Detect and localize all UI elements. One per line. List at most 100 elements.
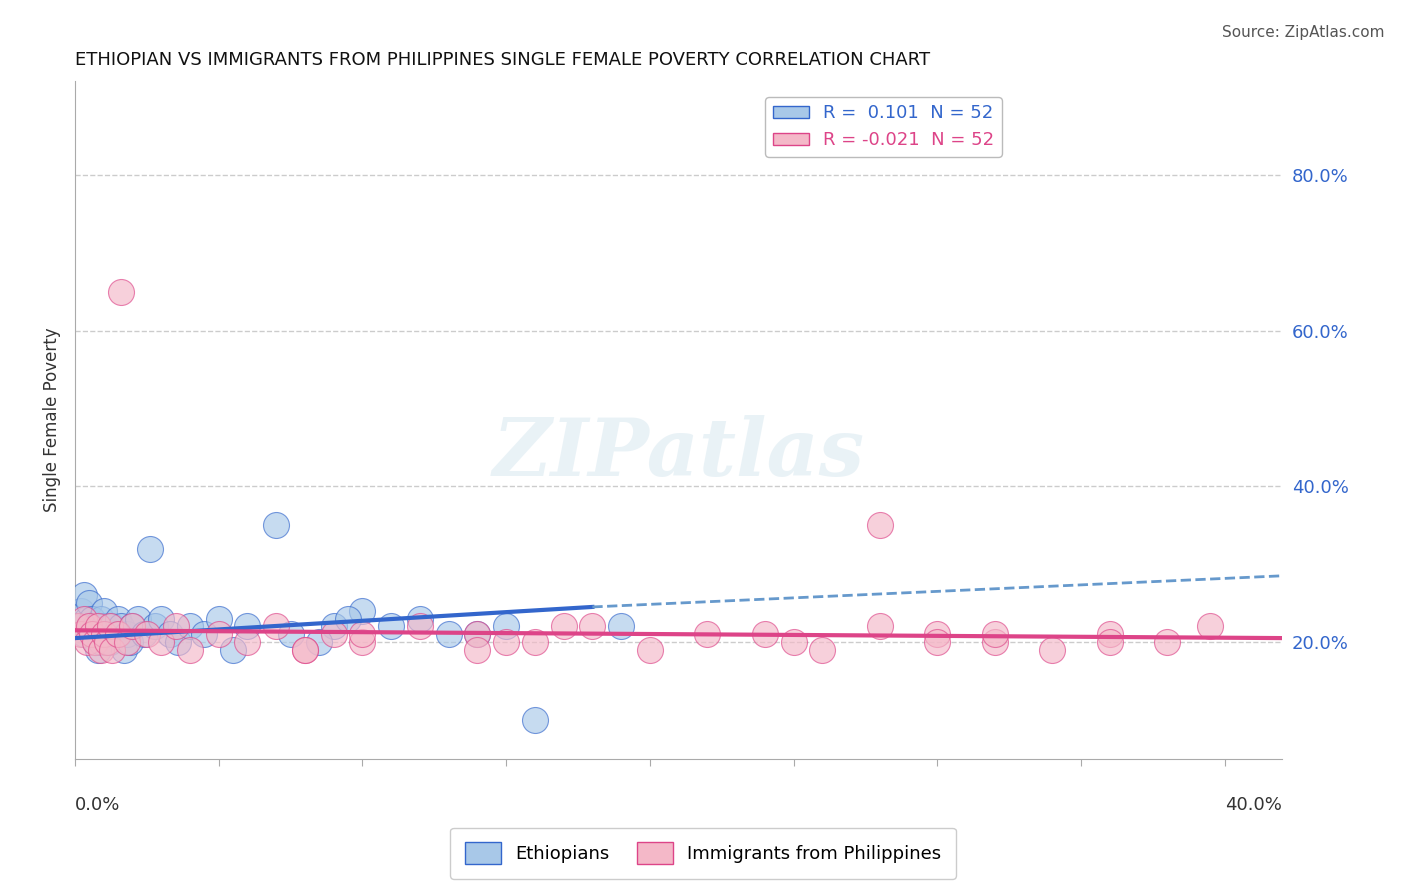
Point xyxy=(139,541,162,556)
Point xyxy=(553,619,575,633)
Legend: R =  0.101  N = 52, R = -0.021  N = 52: R = 0.101 N = 52, R = -0.021 N = 52 xyxy=(765,97,1001,157)
Point xyxy=(308,635,330,649)
Point xyxy=(87,627,110,641)
Point xyxy=(696,627,718,641)
Point xyxy=(145,619,167,633)
Point xyxy=(101,642,124,657)
Y-axis label: Single Female Poverty: Single Female Poverty xyxy=(44,327,60,512)
Point xyxy=(495,619,517,633)
Point xyxy=(118,635,141,649)
Point xyxy=(754,627,776,641)
Point xyxy=(437,627,460,641)
Point xyxy=(467,627,489,641)
Point xyxy=(495,635,517,649)
Point xyxy=(98,619,121,633)
Point xyxy=(869,619,891,633)
Point xyxy=(1098,627,1121,641)
Point xyxy=(84,635,107,649)
Point xyxy=(523,713,546,727)
Point xyxy=(523,635,546,649)
Point xyxy=(869,518,891,533)
Point xyxy=(264,619,287,633)
Point xyxy=(159,627,181,641)
Point xyxy=(337,612,360,626)
Point xyxy=(84,635,107,649)
Point xyxy=(1156,635,1178,649)
Point xyxy=(467,642,489,657)
Point xyxy=(167,635,190,649)
Point xyxy=(236,635,259,649)
Point xyxy=(112,642,135,657)
Point xyxy=(409,619,432,633)
Point xyxy=(72,588,94,602)
Point xyxy=(90,642,112,657)
Point xyxy=(115,627,138,641)
Point xyxy=(87,619,110,633)
Point xyxy=(96,635,118,649)
Text: ETHIOPIAN VS IMMIGRANTS FROM PHILIPPINES SINGLE FEMALE POVERTY CORRELATION CHART: ETHIOPIAN VS IMMIGRANTS FROM PHILIPPINES… xyxy=(75,51,931,69)
Point xyxy=(127,612,149,626)
Point xyxy=(69,604,91,618)
Point xyxy=(193,627,215,641)
Point xyxy=(1098,635,1121,649)
Point xyxy=(121,619,143,633)
Point xyxy=(82,627,104,641)
Point xyxy=(107,612,129,626)
Point xyxy=(782,635,804,649)
Point xyxy=(96,627,118,641)
Point xyxy=(104,627,127,641)
Point xyxy=(352,627,374,641)
Point xyxy=(101,619,124,633)
Point xyxy=(280,627,302,641)
Point xyxy=(135,627,157,641)
Point xyxy=(76,612,98,626)
Point xyxy=(93,627,115,641)
Point xyxy=(638,642,661,657)
Point xyxy=(150,635,173,649)
Point xyxy=(82,627,104,641)
Point xyxy=(121,619,143,633)
Point xyxy=(79,619,101,633)
Point xyxy=(110,619,132,633)
Point xyxy=(294,642,316,657)
Point xyxy=(79,596,101,610)
Point xyxy=(322,619,344,633)
Point xyxy=(927,627,949,641)
Point xyxy=(179,619,201,633)
Point xyxy=(110,285,132,299)
Point xyxy=(150,612,173,626)
Point xyxy=(352,604,374,618)
Point xyxy=(581,619,603,633)
Point xyxy=(132,627,155,641)
Point xyxy=(66,619,89,633)
Point xyxy=(811,642,834,657)
Legend: Ethiopians, Immigrants from Philippines: Ethiopians, Immigrants from Philippines xyxy=(450,828,956,879)
Point xyxy=(222,642,245,657)
Text: Source: ZipAtlas.com: Source: ZipAtlas.com xyxy=(1222,25,1385,40)
Text: 0.0%: 0.0% xyxy=(75,796,121,814)
Point xyxy=(93,604,115,618)
Point xyxy=(87,642,110,657)
Point xyxy=(610,619,633,633)
Point xyxy=(107,627,129,641)
Point xyxy=(90,635,112,649)
Point xyxy=(208,612,231,626)
Point xyxy=(467,627,489,641)
Point xyxy=(927,635,949,649)
Text: 40.0%: 40.0% xyxy=(1226,796,1282,814)
Point xyxy=(72,627,94,641)
Point xyxy=(1199,619,1222,633)
Point xyxy=(984,627,1007,641)
Point xyxy=(236,619,259,633)
Point xyxy=(322,627,344,641)
Point xyxy=(984,635,1007,649)
Point xyxy=(179,642,201,657)
Point xyxy=(352,635,374,649)
Point xyxy=(409,612,432,626)
Point xyxy=(208,627,231,641)
Point xyxy=(79,619,101,633)
Text: ZIPatlas: ZIPatlas xyxy=(492,415,865,492)
Point xyxy=(93,619,115,633)
Point xyxy=(76,635,98,649)
Point xyxy=(165,619,187,633)
